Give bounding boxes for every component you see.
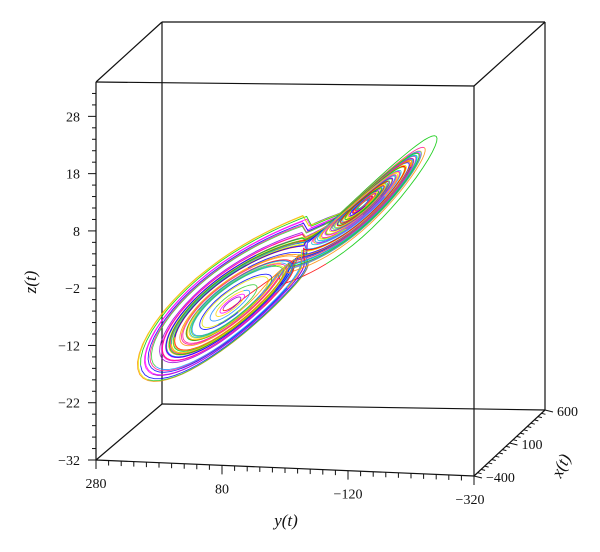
trajectory-segment (174, 219, 335, 338)
z-tick-label: −2 (65, 282, 80, 297)
trajectory-segment (173, 259, 297, 351)
y-axis-ticks: 280 80 −120 −320 (86, 460, 485, 508)
trajectory-segment (344, 190, 380, 221)
trajectory-segment (190, 264, 277, 337)
x-tick-label: −400 (486, 471, 515, 486)
x-tick-mark (530, 422, 535, 425)
x-tick-mark (505, 445, 511, 448)
trajectory-segment (181, 253, 307, 334)
box-edge-front-top (95, 81, 475, 87)
trajectory-segment (300, 164, 407, 260)
trajectory-segment (186, 263, 289, 341)
y-tick-label: −320 (456, 493, 485, 508)
trajectory-segment (198, 260, 293, 311)
z-tick-label: 8 (73, 225, 80, 240)
trajectory-segment (140, 262, 307, 380)
x-tick-mark (498, 452, 503, 455)
x-tick-mark (537, 416, 543, 419)
trajectory-segment (165, 254, 290, 358)
x-tick-mark (520, 432, 525, 435)
x-tick-mark (488, 462, 493, 465)
trajectory-segment (161, 292, 277, 361)
trajectory-segment (334, 183, 387, 228)
z-tick-label: −12 (58, 339, 80, 354)
trajectory-segment (277, 154, 418, 279)
trajectory-segment (295, 158, 414, 261)
trajectory-segment (199, 273, 273, 330)
x-axis-label: x(t) (547, 451, 575, 482)
box-edge-right-top-depth (473, 21, 546, 87)
trajectory-segment (318, 170, 401, 244)
z-tick-label: −22 (58, 397, 80, 412)
trajectory-segment (179, 267, 282, 347)
z-axis-ticks: 28 18 8 −2 −12 −22 −32 (58, 92, 96, 469)
trajectory-segment (170, 264, 286, 354)
trajectory-segment (311, 169, 402, 246)
trajectory-segment (222, 296, 242, 312)
trajectory-segment (147, 262, 309, 382)
x-tick-mark (523, 429, 528, 432)
x-tick-mark (516, 435, 521, 438)
x-tick-mark (491, 459, 496, 461)
trajectory-segment (353, 193, 375, 213)
box-back-edges (161, 21, 546, 411)
trajectory-segment (168, 240, 300, 355)
trajectory-segment (346, 191, 378, 219)
trajectory-segment (330, 181, 390, 232)
x-axis-ticks: 600 100 −400 (473, 405, 578, 486)
x-tick-mark (477, 472, 482, 475)
trajectory-segment (147, 222, 326, 373)
y-tick-label: 280 (86, 477, 107, 492)
trajectory-segment (152, 260, 305, 376)
trajectory-segment (251, 255, 303, 289)
trajectory-segment (201, 276, 269, 329)
x-tick-label: 100 (522, 438, 543, 453)
y-tick-label: −120 (334, 488, 363, 503)
box-edge-back-bottom (161, 403, 546, 411)
x-tick-mark (512, 439, 518, 442)
trajectory-segment (159, 225, 328, 364)
x-tick-mark (544, 409, 554, 413)
trajectory-segment (303, 171, 400, 238)
trajectory-segment (287, 152, 420, 268)
trajectory-segment (209, 289, 251, 322)
x-tick-mark (502, 449, 507, 452)
trajectory-segment (314, 196, 385, 243)
z-axis-label: z(t) (21, 270, 40, 294)
trajectory-segment (303, 165, 406, 261)
x-tick-mark (527, 426, 532, 428)
x-tick-mark (473, 475, 483, 479)
z-tick-label: −32 (58, 454, 80, 469)
trajectory-segment (258, 150, 422, 298)
y-tick-label: 80 (215, 482, 229, 497)
x-tick-mark (484, 465, 489, 468)
x-tick-label: 600 (557, 405, 578, 420)
x-tick-mark (541, 412, 546, 415)
y-axis-label: y(t) (272, 511, 298, 530)
trajectory-segment (215, 284, 258, 325)
trajectory-segment (215, 290, 244, 317)
trajectory-segment (182, 266, 279, 344)
trajectory-segment (354, 196, 373, 213)
trajectory-segment (219, 293, 245, 314)
trajectory-curves (137, 135, 438, 382)
z-tick-label: 28 (66, 110, 80, 125)
x-tick-mark (534, 419, 539, 422)
trajectory-segment (356, 198, 370, 211)
x-tick-mark (495, 455, 500, 458)
z-tick-label: 18 (66, 168, 80, 183)
x-tick-mark (509, 442, 518, 446)
trajectory-segment (340, 181, 389, 224)
box-edge-left-top-depth (95, 21, 163, 83)
box-edge-left-bottom-depth (95, 403, 163, 461)
x-tick-mark (480, 468, 486, 471)
